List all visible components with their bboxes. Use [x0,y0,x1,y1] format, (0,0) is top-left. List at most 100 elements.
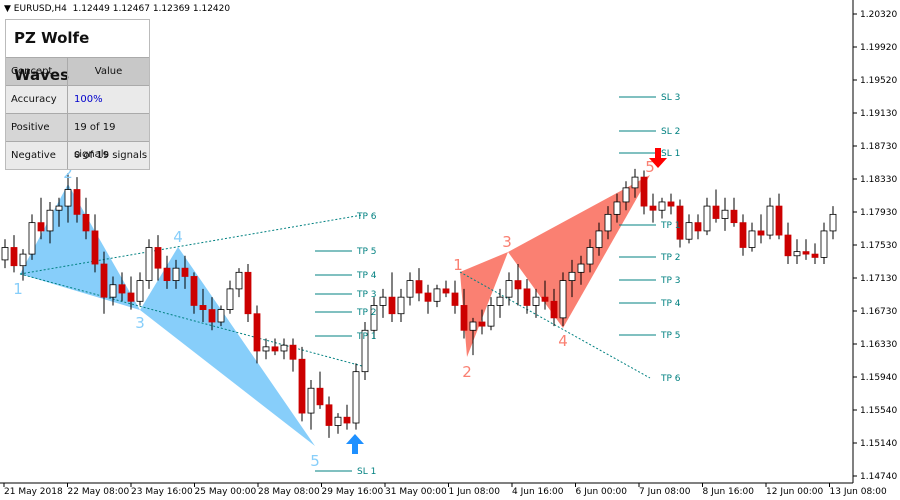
candle [730,197,738,227]
price-tick-label: 1.17930 [860,208,897,218]
candle [235,268,243,298]
candle [514,264,522,306]
candle [10,235,18,273]
time-tick-label: 21 May 2018 [4,487,63,497]
candle [613,193,621,223]
symbol-label: EURUSD,H4 [13,4,67,14]
candle [289,338,297,372]
candle [181,255,189,289]
level-label: SL 1 [357,467,376,477]
candle [388,272,396,322]
candle [100,251,108,314]
value-cell: 19 of 19 signals [74,122,116,160]
candlesticks [1,168,837,438]
level-label: TP 2 [356,308,377,318]
candle [244,264,252,322]
candle [307,379,315,430]
time-tick-label: 23 May 16:00 [131,487,193,497]
price-tick-label: 1.19130 [860,109,897,119]
time-tick-label: 25 May 00:00 [195,487,257,497]
candle [640,170,648,215]
candle [118,272,126,302]
candle [1,239,9,269]
panel-row-positive: Positive 19 of 19 signals [6,113,149,160]
candle [451,280,459,314]
candle [46,201,54,244]
concept-column-header: Concept [6,58,68,85]
candle [685,214,693,244]
candle [793,239,801,265]
buy-arrow-icon [346,434,364,454]
candle [19,249,27,281]
candle [667,193,675,215]
candle [127,276,135,310]
candle [262,338,270,360]
candle [595,222,603,256]
candle [631,168,639,198]
candle [604,206,612,240]
candle [829,206,837,240]
candle [199,288,207,322]
candle [757,214,765,244]
candle [523,278,531,314]
candle [370,297,378,339]
dropdown-triangle-icon[interactable]: ▼ [4,4,14,14]
candle [586,239,594,273]
time-tick-label: 22 May 08:00 [68,487,130,497]
candle [478,309,486,335]
target-levels: TP 6 TP 5 TP 4 TP 3 TP 2 TP 1 SL 1 SL 3 SL 2 SL 1… [315,93,681,477]
level-label: SL 3 [661,93,680,103]
price-tick-label: 1.19520 [860,76,897,86]
panel-header-row: Concept Value [6,57,149,85]
candle [343,404,351,430]
bullish-wave-line [19,273,363,367]
candle [811,243,819,265]
price-tick-label: 1.18730 [860,142,897,152]
candle [568,259,576,298]
candle [739,214,747,256]
bearish-point-label: 1 [453,256,463,274]
candle [496,288,504,318]
candle [703,197,711,236]
time-tick-label: 8 Jun 16:00 [703,487,755,497]
concept-cell: Positive [6,114,68,141]
candle [433,284,441,308]
candle [487,297,495,331]
concept-cell: Accuracy [6,86,68,113]
price-tick-label: 1.17530 [860,241,897,251]
panel-row-accuracy: Accuracy 100% [6,85,149,113]
bullish-wave-line [19,214,363,275]
level-label: TP 4 [660,299,681,309]
candle [217,305,225,327]
bullish-wave-shape [20,184,140,310]
candle [172,259,180,289]
candle [622,181,630,211]
bearish-wave-line [459,271,651,379]
bullish-wave-shape [140,247,315,446]
price-tick-label: 1.15940 [860,373,897,383]
candle [766,197,774,240]
bearish-point-label: 3 [502,233,512,251]
candle [775,193,783,240]
candle [82,197,90,240]
candle [550,288,558,327]
time-tick-label: 12 Jun 00:00 [766,487,823,497]
level-label: SL 2 [661,127,680,137]
candle [28,214,36,260]
candle [424,284,432,314]
bullish-point-label: 2 [63,164,73,182]
candle [208,297,216,331]
level-label: TP 5 [660,331,681,341]
time-tick-label: 29 May 16:00 [322,487,384,497]
candle [676,199,684,248]
bullish-point-label: 1 [13,280,23,298]
price-tick-label: 1.18330 [860,175,897,185]
candle [91,214,99,273]
candle [658,197,666,219]
candle [784,222,792,265]
candle [505,272,513,306]
level-label: TP 6 [660,374,681,384]
candle [136,272,144,306]
price-axis: 1.20320 1.19920 1.19520 1.19130 1.18730 1.183… [852,0,897,483]
